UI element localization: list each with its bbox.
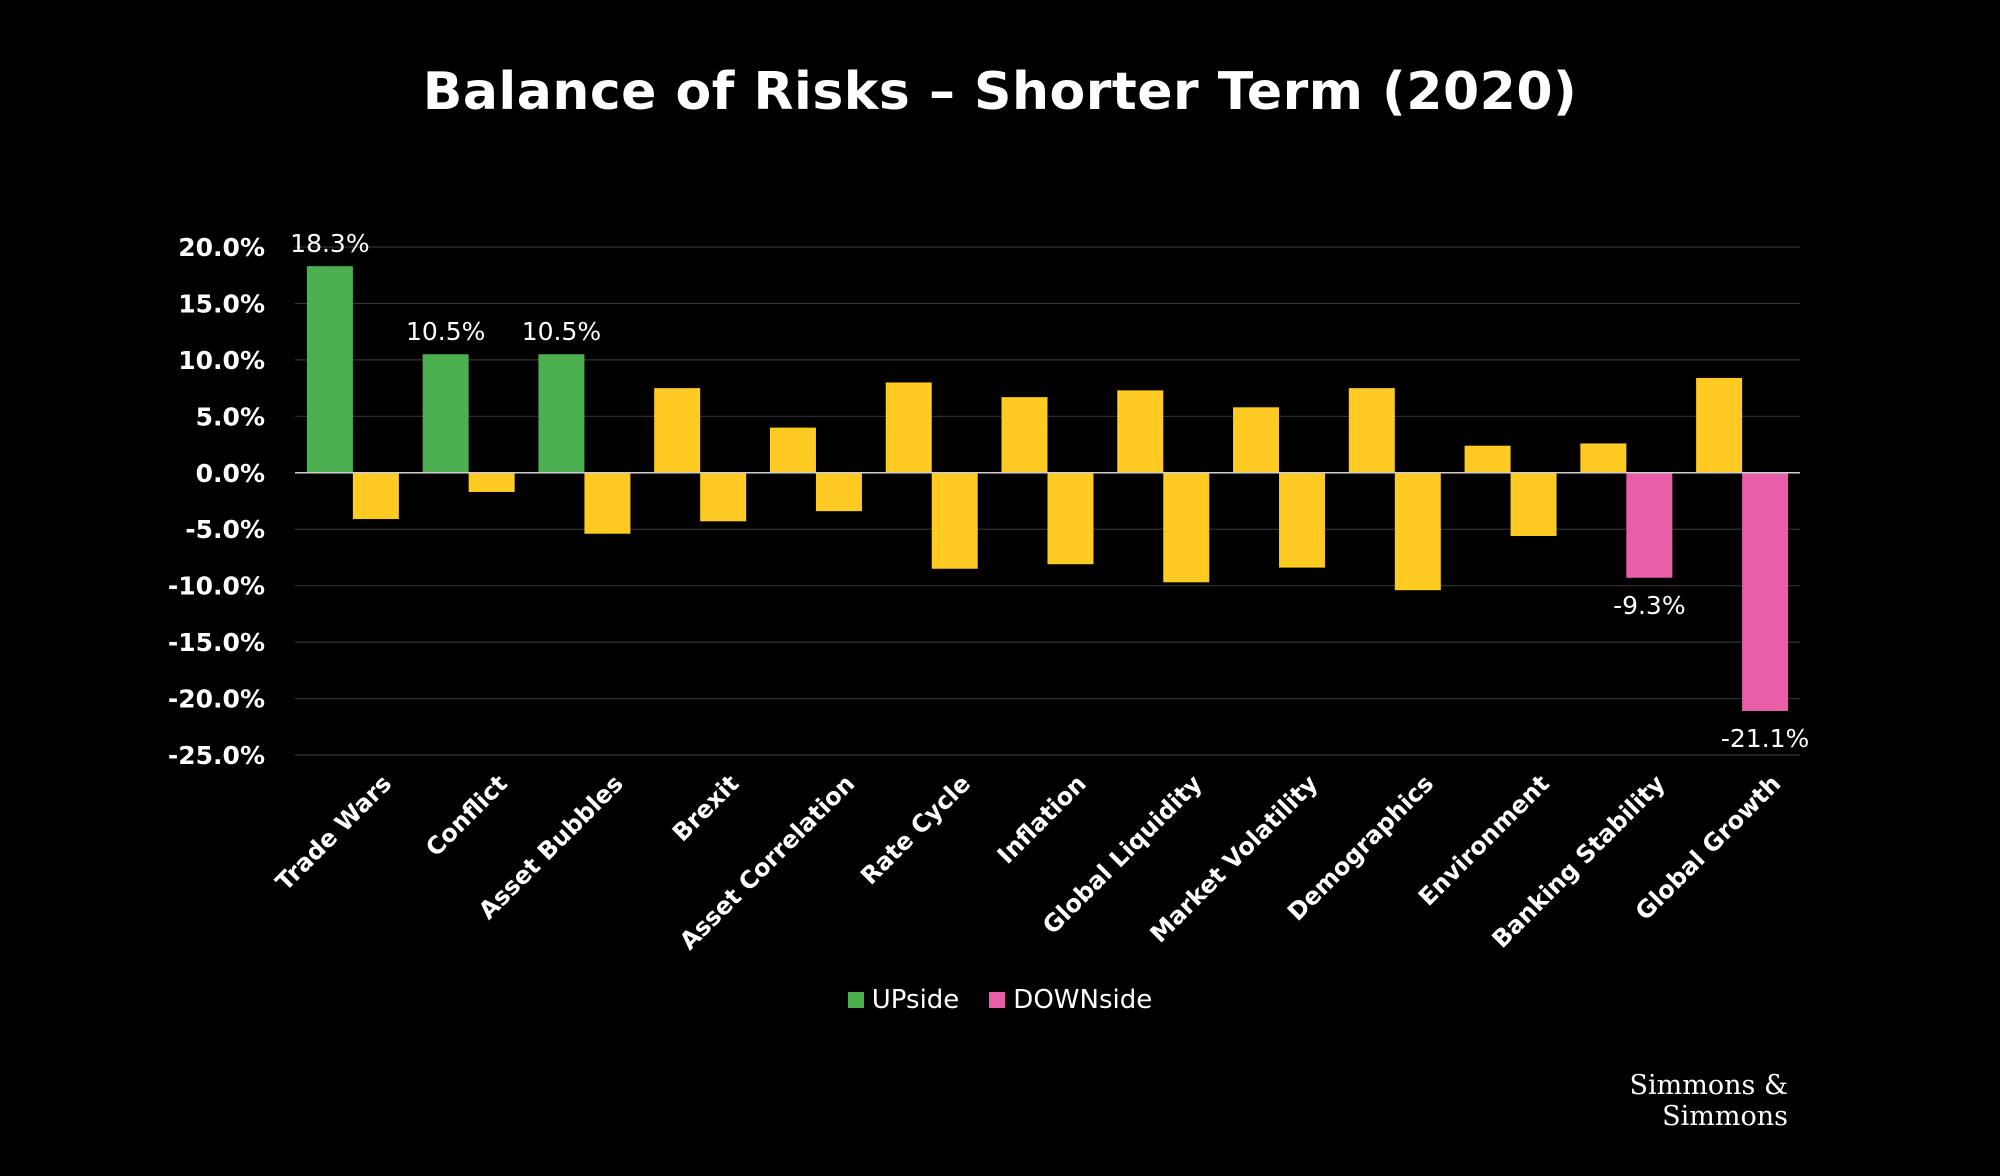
data-labels: 18.3% 10.5% 10.5% -9.3% -21.1% [290,229,1809,753]
bar-upside-5 [885,382,932,473]
bar-upside-12 [1696,377,1743,473]
bar-downside-7 [1163,472,1210,583]
y-tick-label: 5.0% [196,402,265,431]
bar-downside-8 [1279,472,1326,568]
legend-swatch-downside [989,992,1006,1008]
bar-downside-12 [1742,472,1789,711]
y-tick-label: -25.0% [168,741,265,770]
bar-downside-1 [468,472,515,492]
legend-item-upside: UPside [847,985,960,1015]
y-tick-label: 10.0% [178,346,265,375]
data-label: 18.3% [290,229,369,258]
bar-downside-10 [1510,472,1557,536]
y-axis-ticks: 20.0% 15.0% 10.0% 5.0% 0.0% -5.0% -10.0% -15.0%… [168,233,265,770]
bar-downside-0 [352,472,399,520]
chart-title: Balance of Risks – Shorter Term (2020) [422,62,1578,122]
bar-downside-4 [815,472,862,512]
bar-downside-6 [1047,472,1094,565]
x-category-label: Brexit [667,769,744,846]
bar-upside-9 [1348,388,1395,473]
y-tick-label: -5.0% [185,515,265,544]
bar-upside-10 [1464,445,1511,473]
bars [306,266,1789,711]
y-tick-label: 15.0% [178,289,265,318]
bar-upside-3 [654,388,701,473]
bar-downside-2 [584,472,631,534]
y-tick-label: -15.0% [168,628,265,657]
brand-logo-text: Simmons & Simmons [1629,1070,1788,1132]
legend-label-upside: UPside [871,985,960,1015]
bar-upside-11 [1580,443,1627,473]
bar-upside-7 [1117,390,1164,473]
bar-upside-4 [769,427,816,473]
bar-downside-5 [931,472,978,569]
x-category-label: Inflation [992,769,1092,869]
bar-upside-6 [1001,397,1048,473]
bar-upside-2 [538,354,585,473]
x-category-label: Conflict [420,769,513,862]
legend-swatch-upside [847,992,864,1008]
bar-upside-0 [306,266,353,473]
y-tick-label: -20.0% [168,685,265,714]
legend-label-downside: DOWNside [1013,985,1153,1015]
bar-upside-8 [1233,407,1280,473]
y-tick-label: 0.0% [196,459,265,488]
bar-downside-3 [700,472,747,522]
bar-downside-11 [1626,472,1673,578]
legend-item-downside: DOWNside [989,985,1152,1015]
legend: UPside DOWNside [0,985,2000,1015]
data-label: 10.5% [522,317,601,346]
y-tick-label: 20.0% [178,233,265,262]
data-label: -9.3% [1613,591,1686,620]
x-category-label: Rate Cycle [855,769,976,890]
y-tick-label: -10.0% [168,572,265,601]
x-category-label: Trade Wars [270,769,397,896]
data-label: 10.5% [406,317,485,346]
bar-upside-1 [422,354,469,473]
data-label: -21.1% [1721,724,1809,753]
bar-downside-9 [1394,472,1441,591]
